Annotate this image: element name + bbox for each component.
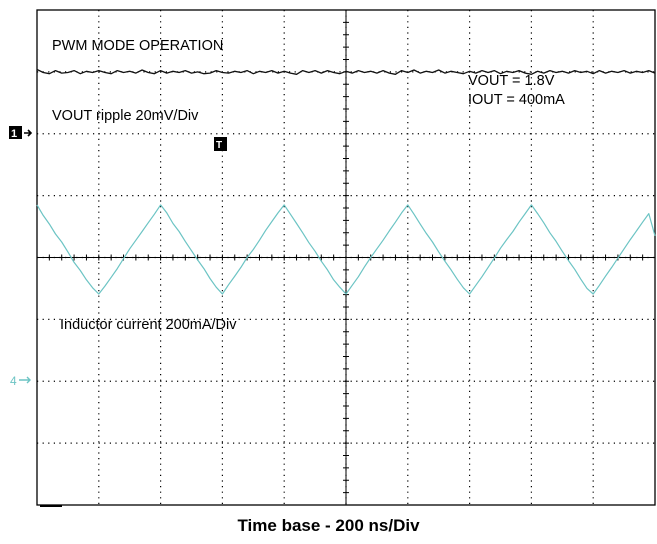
channel-4-label: 4 (10, 374, 17, 388)
ch4-scale-annotation: Inductor current 200mA/Div (60, 317, 237, 333)
channel-1-marker: 1 (9, 126, 33, 140)
channel-1-label: 1 (11, 128, 17, 140)
trigger-marker: T (214, 137, 227, 151)
ch1-vout-ripple-trace (36, 68, 656, 75)
graticule (36, 9, 656, 506)
vout-annotation: VOUT = 1.8V (468, 73, 555, 89)
ground-marker (40, 505, 62, 507)
channel-4-marker: 4 (10, 374, 31, 388)
trigger-label: T (216, 140, 222, 151)
iout-annotation: IOUT = 400mA (468, 92, 565, 108)
ch1-scale-annotation: VOUT ripple 20mV/Div (52, 108, 199, 124)
ch4-inductor-current-trace (36, 204, 656, 295)
x-axis-label: Time base - 200 ns/Div (237, 516, 420, 535)
traces (36, 68, 656, 295)
mode-annotation: PWM MODE OPERATION (52, 38, 223, 54)
